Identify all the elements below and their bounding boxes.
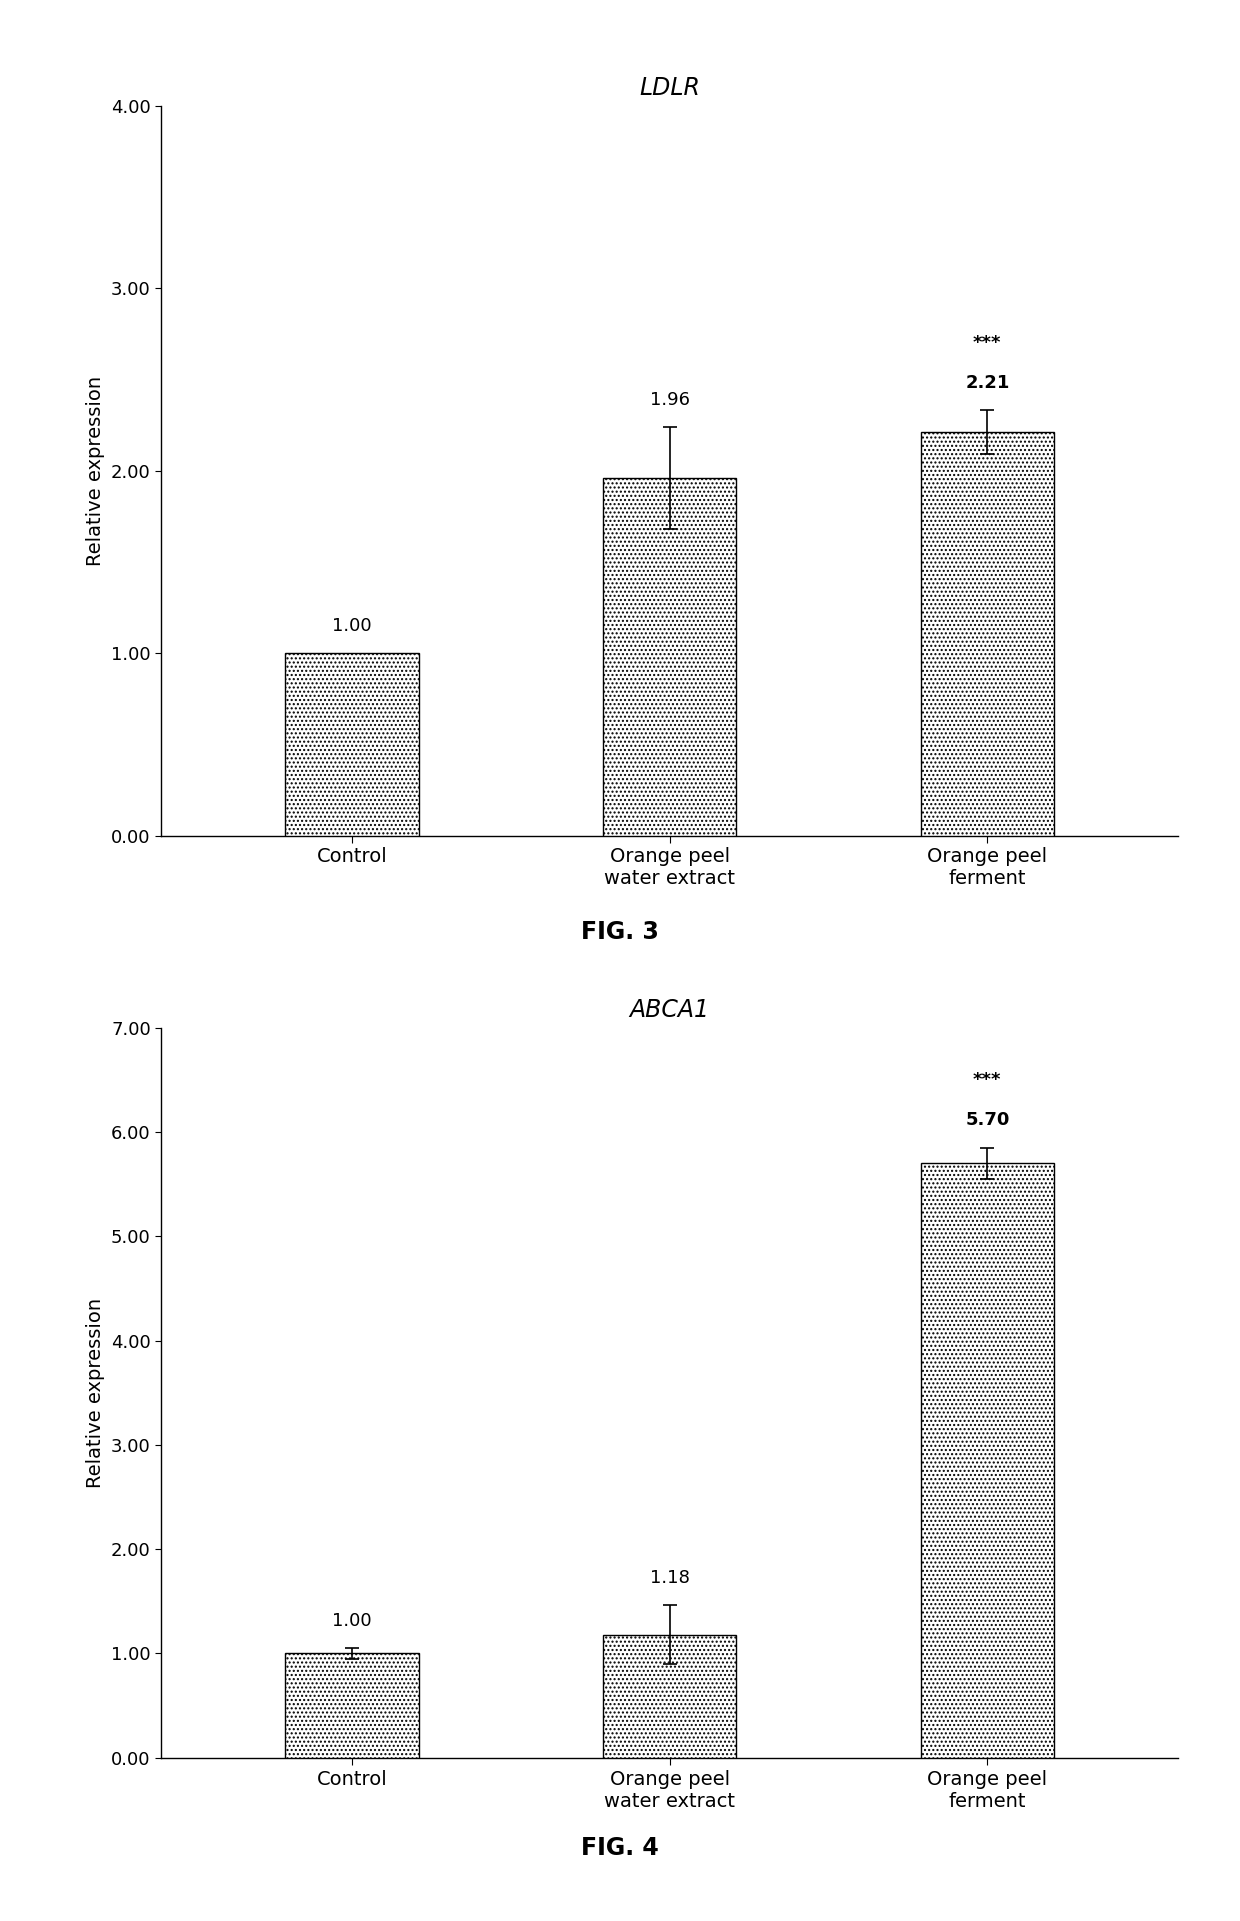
Text: ***: *** bbox=[973, 334, 1002, 352]
Text: 1.96: 1.96 bbox=[650, 390, 689, 409]
Y-axis label: Relative expression: Relative expression bbox=[87, 1299, 105, 1487]
Bar bbox=[920, 1164, 1054, 1758]
Y-axis label: Relative expression: Relative expression bbox=[87, 377, 105, 565]
Text: FIG. 3: FIG. 3 bbox=[582, 920, 658, 943]
Text: 5.70: 5.70 bbox=[965, 1112, 1009, 1130]
Bar bbox=[285, 653, 419, 836]
Title: LDLR: LDLR bbox=[639, 75, 701, 100]
Text: 1.00: 1.00 bbox=[332, 617, 372, 634]
Text: 2.21: 2.21 bbox=[965, 375, 1009, 392]
Bar bbox=[920, 432, 1054, 836]
Text: 1.00: 1.00 bbox=[332, 1612, 372, 1629]
Bar bbox=[285, 1654, 419, 1758]
Title: ABCA1: ABCA1 bbox=[630, 997, 709, 1022]
Text: FIG. 4: FIG. 4 bbox=[582, 1836, 658, 1860]
Text: 1.18: 1.18 bbox=[650, 1569, 689, 1587]
Bar bbox=[603, 1635, 737, 1758]
Bar bbox=[603, 478, 737, 836]
Text: ***: *** bbox=[973, 1072, 1002, 1089]
